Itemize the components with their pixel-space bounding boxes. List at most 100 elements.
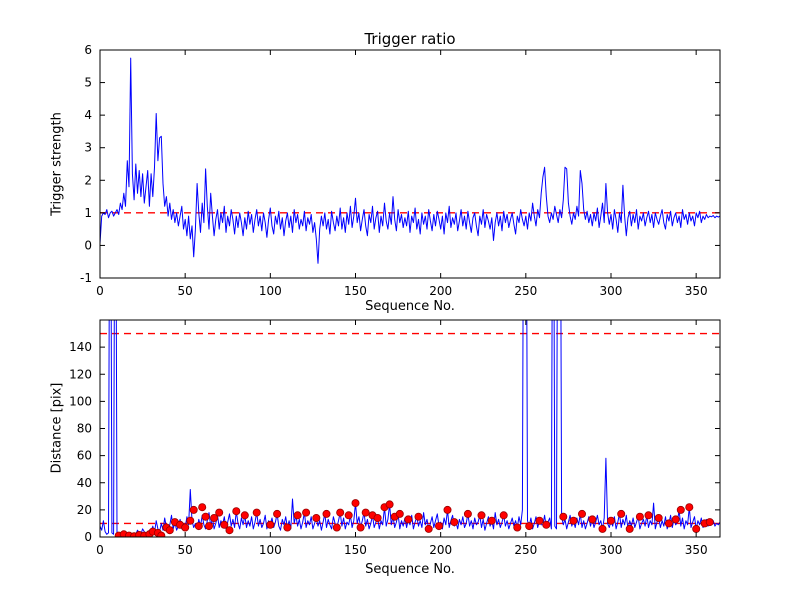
scatter-dot	[477, 511, 486, 520]
scatter-dot	[654, 514, 663, 523]
scatter-dot	[525, 522, 534, 531]
scatter-dot	[625, 524, 634, 533]
y-tick-label: 80	[77, 422, 92, 436]
x-tick-label: 150	[344, 284, 367, 298]
scatter-dot	[487, 516, 496, 525]
y-tick-label: 60	[77, 449, 92, 463]
scatter-dot	[676, 505, 685, 514]
scatter-dot	[513, 523, 522, 532]
top-plot-ylabel: Trigger strength	[49, 112, 65, 216]
x-tick-label: 300	[600, 284, 623, 298]
scatter-dot	[356, 523, 365, 532]
x-tick-label: 350	[685, 543, 708, 557]
scatter-dot	[186, 516, 195, 525]
scatter-dot	[165, 526, 174, 535]
y-tick-label: -1	[80, 271, 92, 285]
distance-line	[100, 320, 720, 537]
scatter-dot	[635, 512, 644, 521]
x-tick-label: 100	[259, 284, 282, 298]
scatter-dot	[273, 509, 282, 518]
y-tick-label: 3	[84, 141, 92, 155]
scatter-dot	[225, 526, 234, 535]
scatter-dot	[322, 509, 331, 518]
scatter-dot	[607, 516, 616, 525]
scatter-dot	[535, 516, 544, 525]
axes-frame	[99, 49, 721, 279]
x-tick-label: 200	[429, 284, 452, 298]
scatter-dot	[312, 514, 321, 523]
scatter-dot	[395, 509, 404, 518]
scatter-dot	[302, 508, 311, 517]
scatter-dot	[569, 516, 578, 525]
scatter-dot	[424, 524, 433, 533]
x-tick-label: 200	[429, 543, 452, 557]
scatter-dot	[450, 518, 459, 527]
scatter-dot	[157, 531, 166, 537]
plot-background	[100, 320, 720, 537]
plot-background	[100, 50, 720, 278]
scatter-dot	[542, 520, 551, 529]
scatter-dot	[664, 519, 673, 528]
trigger-strength-line	[100, 57, 720, 264]
scatter-dot	[463, 509, 472, 518]
scatter-dot	[705, 518, 714, 527]
scatter-dot	[404, 515, 413, 524]
y-tick-label: 140	[69, 340, 92, 354]
scatter-dot	[361, 508, 370, 517]
scatter-dot	[336, 508, 345, 517]
scatter-dot	[220, 520, 229, 529]
scatter-dot	[559, 512, 568, 521]
scatter-dot	[598, 524, 607, 533]
scatter-dot	[232, 507, 241, 516]
top-plot-title: Trigger ratio	[364, 30, 456, 48]
scatter-dot	[578, 509, 587, 518]
x-tick-label: 50	[178, 543, 193, 557]
x-tick-label: 100	[259, 543, 282, 557]
bottom-plot-ylabel: Distance [pix]	[49, 382, 65, 474]
x-tick-label: 0	[96, 543, 104, 557]
bottom-plot-xlabel: Sequence No.	[365, 562, 455, 577]
scatter-dot	[385, 500, 394, 509]
y-tick-label: 100	[69, 394, 92, 408]
scatter-dot	[189, 505, 198, 514]
scatter-dot	[434, 522, 443, 531]
scatter-dot	[215, 508, 224, 517]
scatter-dot	[201, 512, 210, 521]
scatter-dot	[685, 503, 694, 512]
y-tick-label: 0	[84, 530, 92, 544]
scatter-dot	[351, 499, 360, 508]
y-tick-label: 2	[84, 173, 92, 187]
x-tick-label: 250	[514, 284, 537, 298]
scatter-dot	[210, 514, 219, 523]
scatter-dot	[617, 509, 626, 518]
y-tick-label: 1	[84, 206, 92, 220]
scatter-dot	[332, 523, 341, 532]
scatter-dot	[198, 503, 207, 512]
y-tick-label: 120	[69, 367, 92, 381]
scatter-dot	[692, 524, 701, 533]
x-tick-label: 350	[685, 284, 708, 298]
scatter-dot	[204, 522, 213, 531]
y-tick-label: 0	[84, 238, 92, 252]
scatter-dot	[181, 523, 190, 532]
scatter-dot	[252, 508, 261, 517]
trigger-events-markers	[114, 499, 714, 537]
scatter-dot	[293, 511, 302, 520]
scatter-dot	[443, 505, 452, 514]
y-tick-label: 40	[77, 476, 92, 490]
x-tick-label: 300	[600, 543, 623, 557]
scatter-dot	[373, 514, 382, 523]
y-tick-label: 5	[84, 76, 92, 90]
scatter-dot	[194, 522, 203, 531]
y-tick-label: 4	[84, 108, 92, 122]
y-tick-label: 20	[77, 503, 92, 517]
scatter-dot	[588, 515, 597, 524]
scatter-dot	[240, 511, 249, 520]
x-tick-label: 50	[178, 284, 193, 298]
x-tick-label: 0	[96, 284, 104, 298]
plot-area-1	[100, 320, 720, 537]
scatter-dot	[344, 511, 353, 520]
scatter-dot	[644, 511, 653, 520]
